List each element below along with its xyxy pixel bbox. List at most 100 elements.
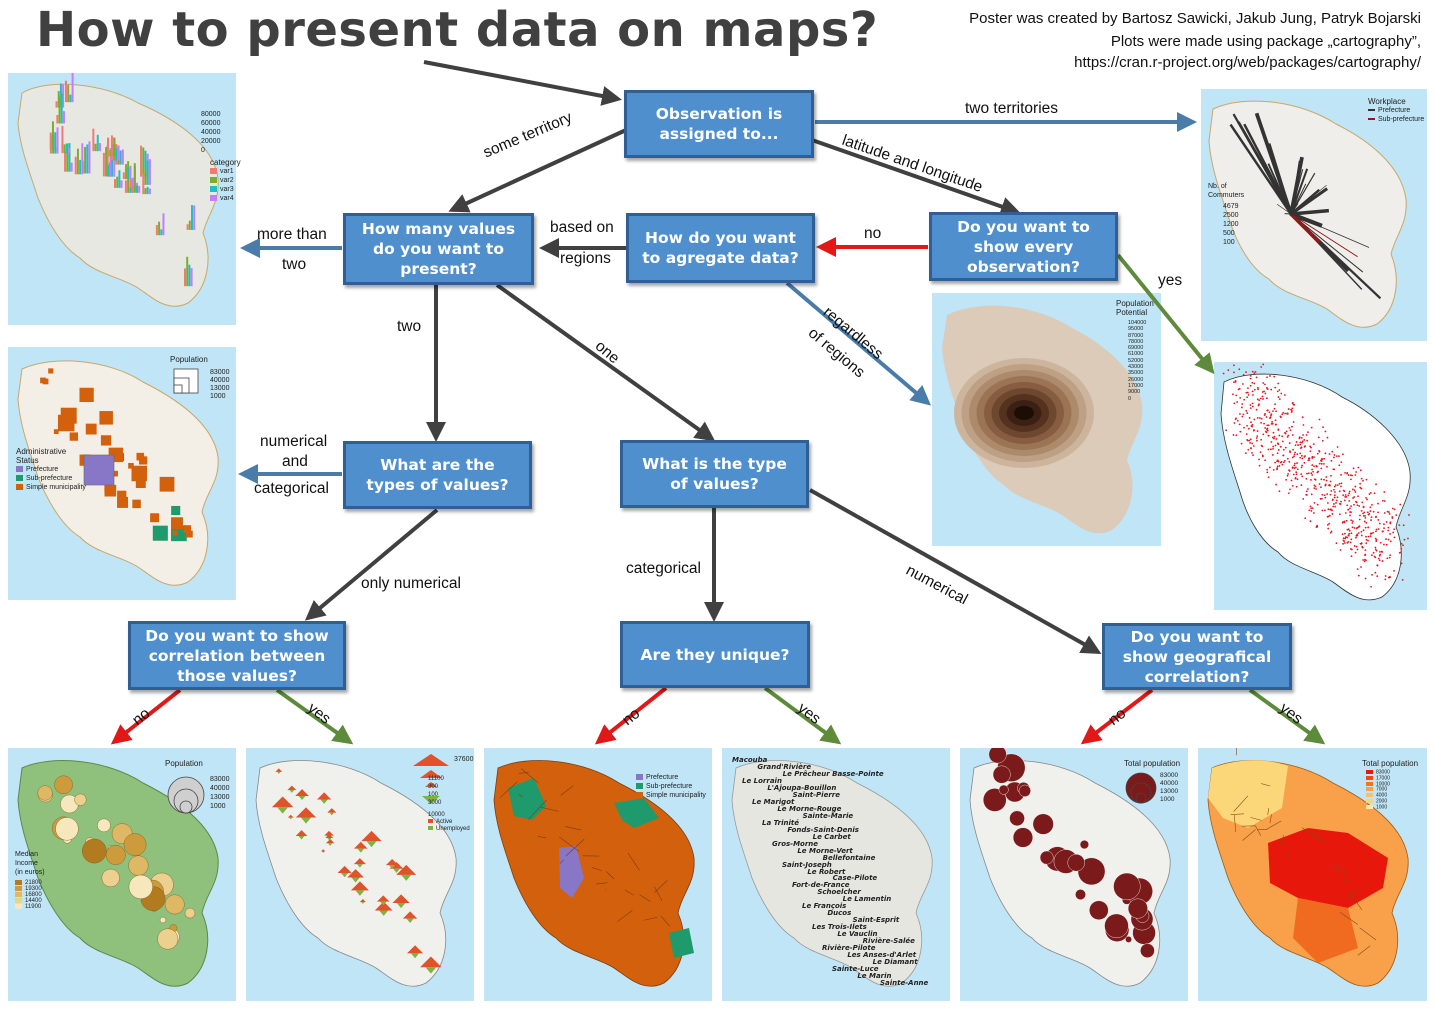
observation-dot (1375, 483, 1377, 486)
bar-mark (62, 84, 65, 108)
observation-dot (1294, 477, 1297, 479)
place-label: Case-Pilote (832, 874, 878, 883)
arrow-corr-no (110, 688, 182, 745)
observation-dot (1335, 502, 1337, 504)
observation-dot (1260, 417, 1263, 420)
flow-line (1229, 123, 1293, 215)
arrow-numerical (809, 488, 1102, 654)
commune-border (660, 915, 670, 927)
commune-border (559, 836, 580, 852)
map-panel-bars: 80000 60000 40000 20000 0 category var1 … (8, 73, 241, 325)
observation-dot (1340, 500, 1342, 503)
observation-dot (1372, 531, 1375, 534)
observation-dot (1235, 394, 1238, 397)
observation-dot (1245, 409, 1248, 412)
observation-dot (1261, 395, 1264, 398)
active-triangle (392, 894, 410, 903)
active-triangle (376, 895, 390, 902)
observation-dot (1242, 373, 1245, 376)
observation-dot (1304, 445, 1307, 447)
typo-swatch-simple (636, 792, 643, 799)
observation-dot (1398, 524, 1401, 527)
observation-dot (1355, 527, 1358, 530)
credit-authors: Poster was created by Bartosz Sawicki, J… (969, 10, 1421, 27)
observation-dot (1333, 485, 1336, 488)
commuters-3: 500 (1223, 230, 1235, 237)
place-label: Saint-Pierre (792, 790, 840, 799)
observation-dot (1278, 398, 1281, 401)
observation-dot (1316, 503, 1319, 506)
observation-dot (1256, 386, 1259, 389)
bar-mark (120, 180, 123, 188)
observation-dot (1362, 479, 1364, 482)
observation-dot (1247, 427, 1250, 430)
bar-mark (81, 143, 84, 175)
observation-dot (1267, 424, 1270, 427)
label-based-on: based on (550, 219, 614, 236)
observation-dot (1251, 390, 1254, 393)
arrow-every-yes (1116, 253, 1215, 375)
commune-border (605, 871, 615, 880)
observation-dot (1389, 533, 1391, 535)
circles-val-3: 1000 (1160, 796, 1175, 803)
observation-dot (1304, 517, 1307, 520)
observation-dot (1377, 511, 1379, 514)
observation-dot (1252, 394, 1254, 396)
observation-dot (1365, 542, 1368, 545)
arrow-corr-yes (275, 688, 354, 745)
square-mark (172, 530, 178, 536)
flow-line (1290, 185, 1327, 215)
square-mark (171, 517, 183, 530)
unemployed-triangle (393, 868, 400, 873)
observation-dot (1338, 464, 1341, 467)
observation-dot (1373, 492, 1376, 495)
potential-value: 35000 (1128, 370, 1144, 377)
observation-dot (1274, 403, 1277, 406)
observation-dot (1250, 447, 1253, 450)
tri-val-0: 37600 (454, 756, 474, 763)
active-triangle (396, 864, 417, 875)
observation-dot (1326, 524, 1329, 526)
map-panel-choropleth: Total population 83000 17000 10000 7000 4000… (1198, 748, 1427, 1001)
observation-dot (1349, 514, 1351, 517)
observation-dot (1364, 514, 1366, 517)
observation-dot (1342, 537, 1345, 540)
population-circle (1077, 857, 1106, 886)
observation-dot (1287, 408, 1290, 410)
triangle-map (255, 754, 457, 987)
observation-dot (1359, 469, 1362, 472)
commuters-2: 1200 (1223, 221, 1239, 228)
observation-dot (1248, 417, 1251, 419)
bar-mark (119, 150, 122, 165)
population-circle (1009, 810, 1025, 827)
observation-dot (1321, 493, 1324, 496)
observation-dot (1297, 444, 1299, 446)
place-label: Le Robert (807, 867, 846, 876)
bar-mark (117, 145, 120, 161)
observation-dot (1334, 505, 1336, 508)
bar-mark (190, 268, 193, 287)
observation-dot (1383, 523, 1385, 526)
observation-dot (1368, 512, 1371, 515)
observation-dot (1222, 372, 1225, 375)
swatch-prefecture (16, 466, 23, 473)
swatch-simple (16, 484, 23, 491)
unemployed-triangle (327, 837, 332, 841)
observation-dot (1321, 439, 1324, 442)
observation-dot (1312, 443, 1315, 446)
observation-dot (1354, 491, 1357, 493)
observation-dot (1251, 402, 1254, 405)
observation-dot (1246, 439, 1249, 441)
observation-dot (1273, 407, 1276, 410)
swatch-unemployed (428, 826, 433, 831)
observation-dot (1379, 551, 1381, 553)
label-numerical-and-2: and (282, 453, 308, 470)
observation-dot (1310, 479, 1312, 481)
observation-dot (1326, 436, 1329, 439)
observation-dot (1333, 503, 1335, 505)
observation-dot (1266, 424, 1269, 427)
observation-dot (1365, 478, 1368, 481)
observation-dot (1256, 439, 1258, 442)
observation-dot (1356, 548, 1359, 551)
observation-dot (1302, 424, 1305, 426)
